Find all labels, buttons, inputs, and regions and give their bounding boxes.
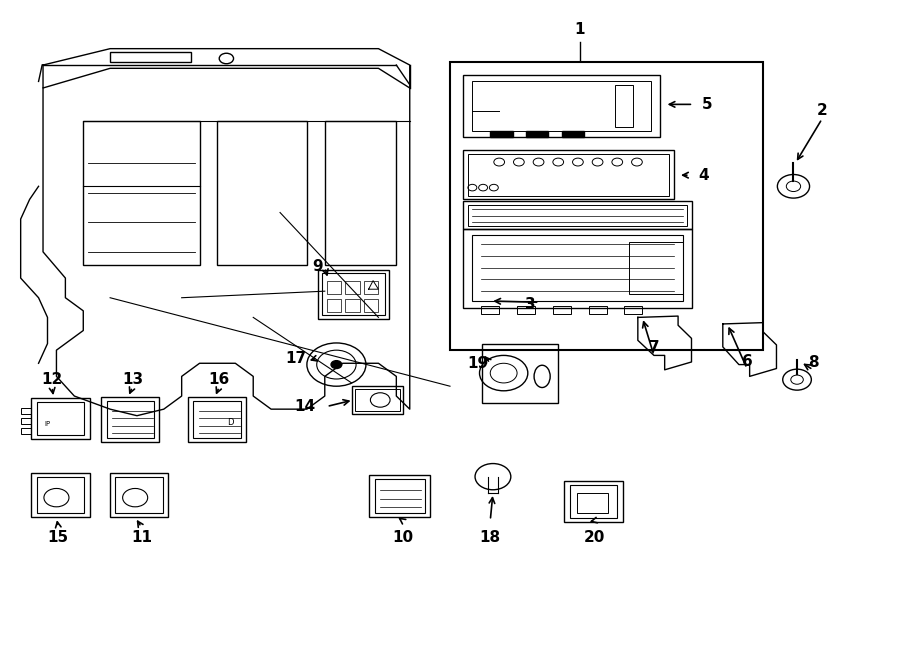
Text: IP: IP xyxy=(44,421,50,427)
Text: D: D xyxy=(228,418,234,427)
Bar xyxy=(322,273,384,315)
Text: 17: 17 xyxy=(286,350,307,366)
Bar xyxy=(346,299,360,312)
Text: 18: 18 xyxy=(480,529,500,545)
Bar xyxy=(218,121,307,265)
Bar xyxy=(464,150,673,200)
Text: 8: 8 xyxy=(808,355,818,369)
Text: 16: 16 xyxy=(209,372,230,387)
Bar xyxy=(21,428,32,434)
Bar xyxy=(464,202,691,229)
Bar xyxy=(562,131,584,137)
Bar xyxy=(468,205,687,225)
Text: 3: 3 xyxy=(526,297,536,312)
Bar xyxy=(464,229,691,307)
Bar xyxy=(468,153,669,196)
Text: 2: 2 xyxy=(816,103,827,118)
Text: 5: 5 xyxy=(702,97,713,112)
Bar xyxy=(518,306,535,314)
Text: 15: 15 xyxy=(48,529,68,545)
Bar xyxy=(21,418,32,424)
Bar xyxy=(616,85,634,128)
Bar xyxy=(318,270,389,319)
Bar xyxy=(37,402,85,435)
Text: 19: 19 xyxy=(467,356,489,371)
Bar xyxy=(346,281,360,293)
Bar xyxy=(194,401,240,438)
Bar xyxy=(115,477,163,514)
Bar xyxy=(32,398,89,439)
Bar xyxy=(526,131,548,137)
Bar xyxy=(352,386,403,414)
Bar xyxy=(553,306,571,314)
Bar xyxy=(375,479,425,514)
Bar xyxy=(110,473,168,518)
Bar xyxy=(570,485,617,518)
Bar xyxy=(364,299,378,312)
Bar xyxy=(464,75,661,137)
Text: 1: 1 xyxy=(574,22,585,37)
Bar xyxy=(356,389,400,411)
Bar xyxy=(625,306,643,314)
Text: 20: 20 xyxy=(584,529,606,545)
Text: 4: 4 xyxy=(698,168,709,182)
Bar xyxy=(450,61,763,350)
Bar xyxy=(106,401,154,438)
Bar xyxy=(589,306,607,314)
Text: 14: 14 xyxy=(294,399,316,414)
Bar xyxy=(482,344,558,403)
Text: 10: 10 xyxy=(392,529,413,545)
Bar xyxy=(364,281,378,293)
Bar xyxy=(564,481,623,522)
Bar xyxy=(84,121,200,265)
Text: 11: 11 xyxy=(130,529,152,545)
Bar xyxy=(32,473,89,518)
Bar xyxy=(629,242,682,294)
Bar xyxy=(472,235,682,301)
Bar xyxy=(325,121,396,265)
Bar xyxy=(188,397,246,442)
Text: 12: 12 xyxy=(41,372,63,387)
Text: 9: 9 xyxy=(312,258,323,274)
Bar xyxy=(110,52,191,61)
Bar xyxy=(577,493,608,513)
Bar xyxy=(101,397,159,442)
Bar xyxy=(37,477,85,514)
Bar xyxy=(482,306,500,314)
Text: 13: 13 xyxy=(122,372,143,387)
Bar xyxy=(472,81,652,131)
Text: 7: 7 xyxy=(649,340,659,356)
Bar xyxy=(491,131,513,137)
Bar xyxy=(327,299,341,312)
Circle shape xyxy=(331,361,342,369)
Bar xyxy=(21,408,32,414)
Bar xyxy=(327,281,341,293)
Bar xyxy=(370,475,430,518)
Text: 6: 6 xyxy=(742,354,752,369)
